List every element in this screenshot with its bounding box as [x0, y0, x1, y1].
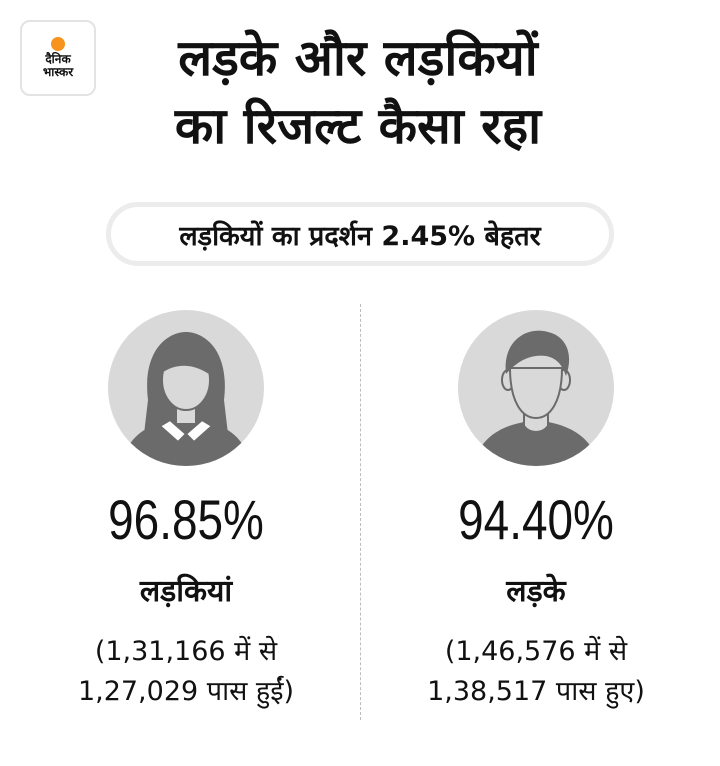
- girls-detail: (1,31,166 में से 1,27,029 पास हुईं): [26, 632, 346, 712]
- logo-text-line2: भास्कर: [42, 65, 74, 79]
- boys-detail-line2: 1,38,517 पास हुए): [427, 676, 645, 707]
- boys-detail: (1,46,576 में से 1,38,517 पास हुए): [376, 632, 696, 712]
- man-avatar-icon: [458, 310, 614, 466]
- boys-column: 94.40% लड़के (1,46,576 में से 1,38,517 प…: [376, 310, 696, 712]
- logo-sun-dot: [51, 37, 65, 51]
- girls-pass-percent: 96.85%: [108, 488, 264, 551]
- boys-pass-percent: 94.40%: [458, 488, 614, 551]
- girls-label: लड़कियां: [139, 574, 233, 609]
- boys-label: लड़के: [506, 574, 566, 609]
- title-line2: का रिजल्ट कैसा रहा: [174, 97, 542, 155]
- woman-avatar-icon: [108, 310, 264, 466]
- girls-detail-line2: 1,27,029 पास हुईं): [77, 676, 295, 707]
- highlight-badge: लड़कियों का प्रदर्शन 2.45% बेहतर: [106, 202, 614, 266]
- page-title: लड़के और लड़कियों का रिजल्ट कैसा रहा: [108, 24, 608, 160]
- dainik-bhaskar-logo: दैनिक भास्कर: [20, 20, 96, 96]
- column-divider: [360, 304, 361, 720]
- logo-text-line1: दैनिक: [45, 52, 71, 66]
- boys-detail-line1: (1,46,576 में से: [444, 636, 628, 667]
- title-line1: लड़के और लड़कियों: [178, 29, 538, 87]
- girls-column: 96.85% लड़कियां (1,31,166 में से 1,27,02…: [26, 310, 346, 712]
- girls-detail-line1: (1,31,166 में से: [94, 636, 278, 667]
